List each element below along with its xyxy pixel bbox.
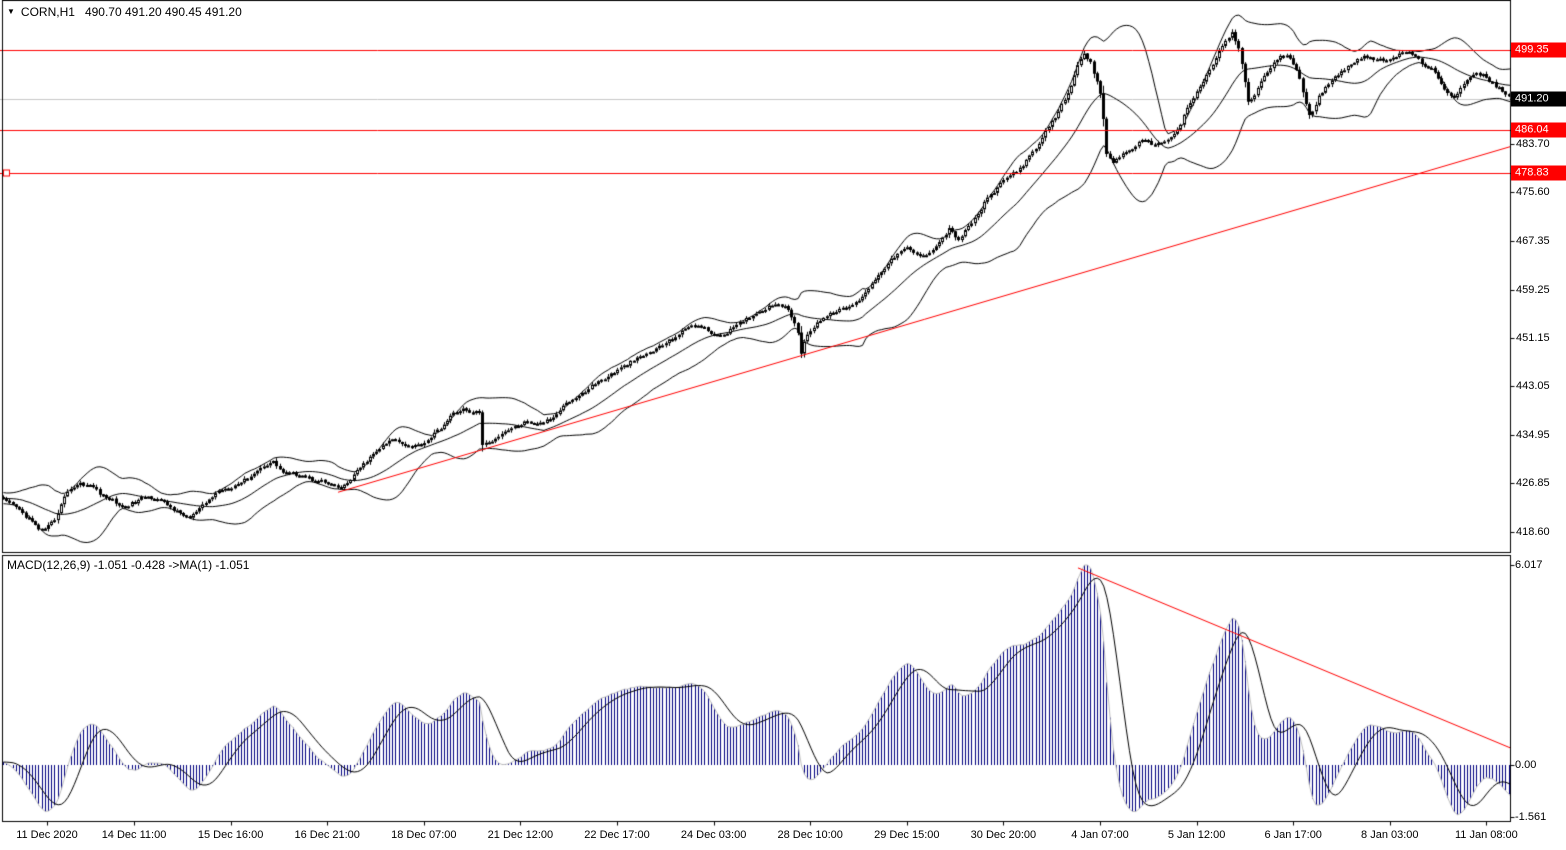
- time-axis-label: 22 Dec 17:00: [584, 829, 650, 841]
- time-axis-label: 8 Jan 03:00: [1361, 829, 1419, 841]
- symbol-dropdown-icon: ▼: [7, 7, 15, 16]
- macd-tick-label: -1.561: [1515, 810, 1547, 823]
- chart-title: ▼ CORN,H1 490.70 491.20 490.45 491.20: [7, 5, 242, 19]
- time-axis-label: 6 Jan 17:00: [1264, 829, 1322, 841]
- symbol-label: CORN,H1: [20, 5, 75, 19]
- time-axis-label: 14 Dec 11:00: [101, 829, 167, 841]
- time-axis-label: 28 Dec 10:00: [777, 829, 843, 841]
- level-badge-478: 478.83: [1511, 165, 1566, 181]
- time-axis-label: 11 Dec 2020: [16, 829, 78, 841]
- price-tick-label: 443.05: [1516, 380, 1550, 393]
- time-axis-label: 21 Dec 12:00: [487, 829, 554, 841]
- macd-indicator-label: MACD(12,26,9) -1.051 -0.428 ->MA(1) -1.0…: [7, 558, 250, 572]
- price-tick-label: 434.95: [1516, 428, 1550, 441]
- level-badge-499: 499.35: [1511, 42, 1566, 58]
- time-axis-label: 16 Dec 21:00: [294, 829, 360, 841]
- price-tick-label: 475.60: [1516, 186, 1550, 198]
- price-tick-label: 451.15: [1516, 331, 1550, 344]
- price-tick-label: 459.25: [1516, 283, 1550, 296]
- price-tick-label: 483.70: [1516, 137, 1550, 150]
- time-axis-label: 29 Dec 15:00: [874, 829, 940, 841]
- current-price-badge: 491.20: [1511, 91, 1566, 107]
- ohlc-values: 490.70 491.20 490.45 491.20: [84, 5, 242, 19]
- time-axis-label: 30 Dec 20:00: [970, 829, 1037, 841]
- time-axis-label: 4 Jan 07:00: [1071, 829, 1129, 841]
- time-axis-label: 24 Dec 03:00: [680, 829, 747, 841]
- price-tick-label: 418.60: [1516, 526, 1550, 539]
- price-tick-label: 426.85: [1516, 476, 1550, 489]
- time-axis-label: 15 Dec 16:00: [197, 829, 264, 841]
- time-axis-label: 11 Jan 08:00: [1454, 829, 1518, 841]
- macd-tick-label: 6.017: [1515, 559, 1543, 571]
- price-tick-label: 467.35: [1516, 235, 1550, 248]
- time-axis-label: 5 Jan 12:00: [1167, 829, 1226, 841]
- macd-tick-label: 0.00: [1515, 759, 1537, 771]
- level-badge-486: 486.04: [1511, 122, 1566, 138]
- time-axis-label: 18 Dec 07:00: [391, 829, 457, 841]
